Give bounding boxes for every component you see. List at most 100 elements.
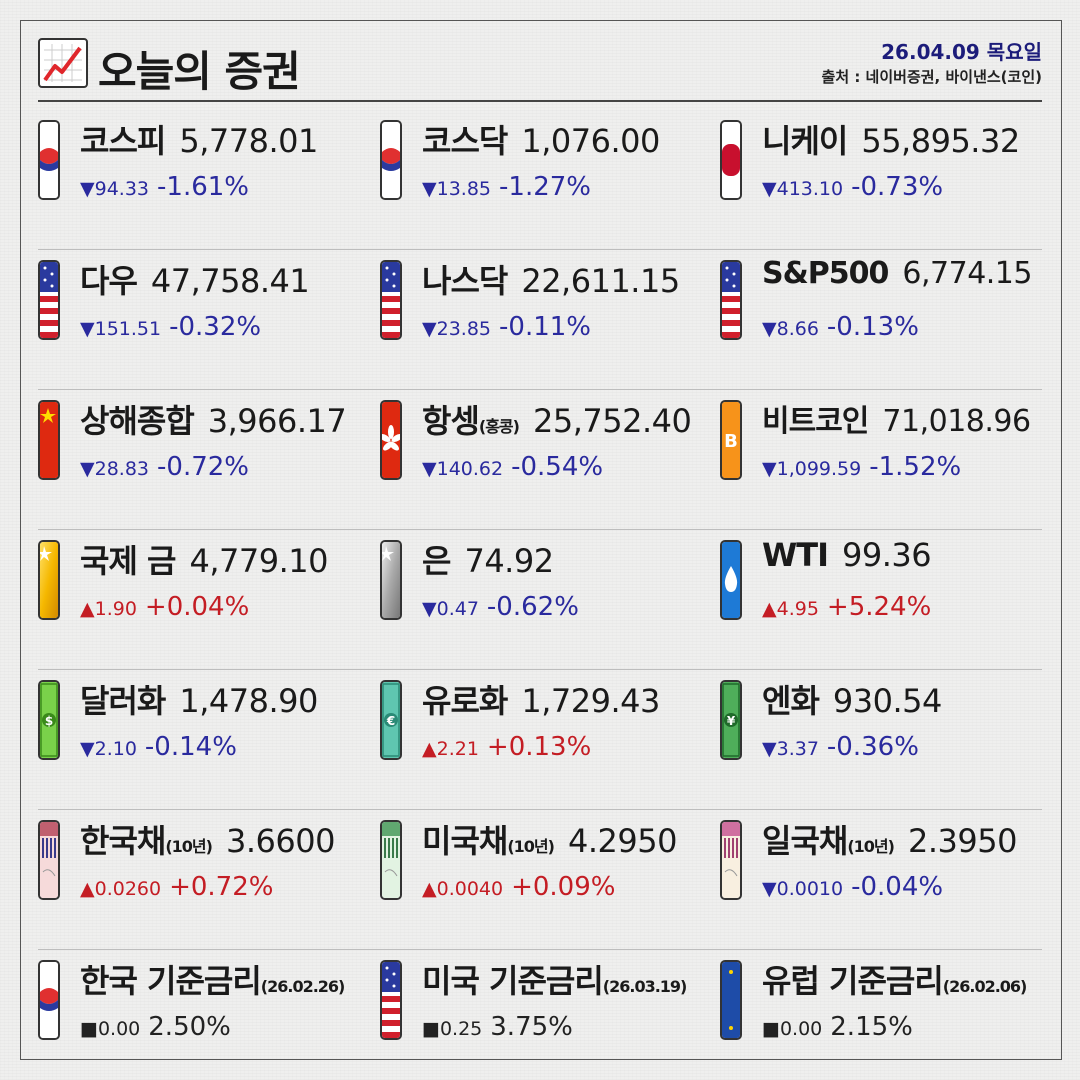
market-name: S&P500 6,774.15: [762, 256, 1032, 291]
kr-flag-icon: [38, 120, 60, 200]
market-name: 나스닥 22,611.15: [422, 256, 680, 302]
market-item: 일국채(10년) 2.3950 ▼0.0010 -0.04%: [720, 810, 1042, 950]
market-name: 항셍(홍콩) 25,752.40: [422, 396, 692, 442]
kr-flag-icon: [38, 960, 60, 1040]
market-change: ■0.00 2.50%: [80, 1012, 231, 1042]
market-change: ▼151.51 -0.32%: [80, 312, 261, 342]
market-change: ▲0.0260 +0.72%: [80, 872, 273, 902]
change-percent: -0.14%: [144, 732, 237, 762]
market-name-label: 코스피: [80, 122, 166, 160]
change-percent: -0.13%: [826, 312, 919, 342]
change-amount: ■0.00: [762, 1018, 823, 1040]
market-name: 엔화 930.54: [762, 676, 942, 722]
market-change: ▼140.62 -0.54%: [422, 452, 603, 482]
rate-value: 3.75%: [490, 1012, 573, 1042]
market-name-sub: (26.02.26): [260, 977, 346, 996]
market-change: ▼28.83 -0.72%: [80, 452, 249, 482]
market-item: S&P500 6,774.15 ▼8.66 -0.13%: [720, 250, 1042, 390]
market-change: ▼0.47 -0.62%: [422, 592, 579, 622]
change-amount: ▼2.10: [80, 738, 137, 760]
us-flag-icon: [38, 260, 60, 340]
date-label: 26.04.09 목요일: [881, 40, 1042, 64]
market-change: ▲4.95 +5.24%: [762, 592, 931, 622]
bitcoin-icon: B: [720, 400, 742, 480]
market-name: 한국채(10년) 3.6600: [80, 816, 335, 862]
svg-text:€: €: [386, 714, 395, 728]
market-name: WTI 99.36: [762, 536, 932, 574]
market-item: 코스피 5,778.01 ▼94.33 -1.61%: [38, 110, 378, 250]
market-item: 코스닥 1,076.00 ▼13.85 -1.27%: [380, 110, 720, 250]
change-percent: -1.52%: [869, 452, 962, 482]
change-percent: +0.09%: [511, 872, 616, 902]
change-percent: +0.13%: [486, 732, 592, 762]
dollar-icon: $: [38, 680, 60, 760]
change-amount: ▼413.10: [762, 178, 844, 200]
market-row: 다우 47,758.41 ▼151.51 -0.32% 나스닥 22,611.15 ▼23.…: [38, 250, 1042, 390]
market-value: 55,895.32: [861, 122, 1020, 160]
change-amount: ▼0.0010: [762, 878, 844, 900]
us-flag-icon: [380, 260, 402, 340]
market-name-sub: (10년): [847, 837, 895, 856]
market-item: 다우 47,758.41 ▼151.51 -0.32%: [38, 250, 378, 390]
oil-icon: [720, 540, 742, 620]
market-value: 99.36: [842, 536, 932, 574]
market-name-label: 항셍: [422, 402, 480, 440]
market-row: 코스피 5,778.01 ▼94.33 -1.61% 코스닥 1,076.00 ▼13.85…: [38, 110, 1042, 250]
us-flag-icon: [720, 260, 742, 340]
market-value: 47,758.41: [150, 262, 310, 300]
market-change: ▼413.10 -0.73%: [762, 172, 943, 202]
market-value: 4,779.10: [189, 542, 328, 580]
change-amount: ▼28.83: [80, 458, 150, 480]
market-change: ▲1.90 +0.04%: [80, 592, 249, 622]
market-value: 4.2950: [567, 822, 677, 860]
market-row: 한국 기준금리(26.02.26) ■0.00 2.50% 미국 기준금리(26.03…: [38, 950, 1042, 1080]
market-value: 71,018.96: [882, 404, 1031, 439]
change-amount: ▼94.33: [80, 178, 150, 200]
market-name-label: 나스닥: [422, 262, 508, 300]
change-amount: ▼13.85: [422, 178, 492, 200]
us-flag-icon: [380, 960, 402, 1040]
market-name: 니케이 55,895.32: [762, 116, 1020, 162]
market-value: 1,478.90: [179, 682, 318, 720]
market-name: 상해종합 3,966.17: [80, 396, 347, 442]
market-value: 930.54: [832, 682, 942, 720]
market-value: 3,966.17: [207, 402, 347, 440]
change-percent: +0.72%: [169, 872, 274, 902]
market-name-label: 유럽 기준금리: [762, 962, 944, 1000]
market-item: B 비트코인 71,018.96 ▼1,099.59 -1.52%: [720, 390, 1042, 530]
change-percent: +5.24%: [826, 592, 932, 622]
market-row: 국제 금 4,779.10 ▲1.90 +0.04% 은 74.92 ▼0.47 -0.62%…: [38, 530, 1042, 670]
change-amount: ▲1.90: [80, 598, 137, 620]
change-amount: ▼8.66: [762, 318, 819, 340]
jp-flag-icon: [720, 120, 742, 200]
market-item: 국제 금 4,779.10 ▲1.90 +0.04%: [38, 530, 378, 670]
change-amount: ▼1,099.59: [762, 458, 862, 480]
market-name: 달러화 1,478.90: [80, 676, 318, 722]
market-item: 은 74.92 ▼0.47 -0.62%: [380, 530, 720, 670]
market-name: 코스피 5,778.01: [80, 116, 318, 162]
market-change: ▼8.66 -0.13%: [762, 312, 919, 342]
change-amount: ▼151.51: [80, 318, 162, 340]
market-change: ▼23.85 -0.11%: [422, 312, 591, 342]
market-item: $ 달러화 1,478.90 ▼2.10 -0.14%: [38, 670, 378, 810]
market-name-label: 미국 기준금리: [422, 962, 604, 1000]
market-item: 상해종합 3,966.17 ▼28.83 -0.72%: [38, 390, 378, 530]
market-name-label: 니케이: [762, 122, 848, 160]
gold-icon: [38, 540, 60, 620]
market-item: 나스닥 22,611.15 ▼23.85 -0.11%: [380, 250, 720, 390]
page-title: 오늘의 증권: [98, 47, 301, 96]
market-name: 코스닥 1,076.00: [422, 116, 660, 162]
market-row: $ 달러화 1,478.90 ▼2.10 -0.14% € 유로화 1,729.43 ▲2.21…: [38, 670, 1042, 810]
market-change: ▼1,099.59 -1.52%: [762, 452, 961, 482]
bond-us-icon: [380, 820, 402, 900]
card-frame: [20, 20, 1062, 1060]
market-item: 미국 기준금리(26.03.19) ■0.25 3.75%: [380, 950, 720, 1080]
market-name-label: 은: [422, 542, 451, 580]
market-name-label: 유로화: [422, 682, 508, 720]
market-name-label: 한국채: [80, 822, 166, 860]
change-percent: -0.11%: [499, 312, 591, 342]
market-name-label: 상해종합: [80, 402, 195, 440]
chart-up-icon: [38, 38, 88, 88]
market-name: 다우 47,758.41: [80, 256, 310, 302]
